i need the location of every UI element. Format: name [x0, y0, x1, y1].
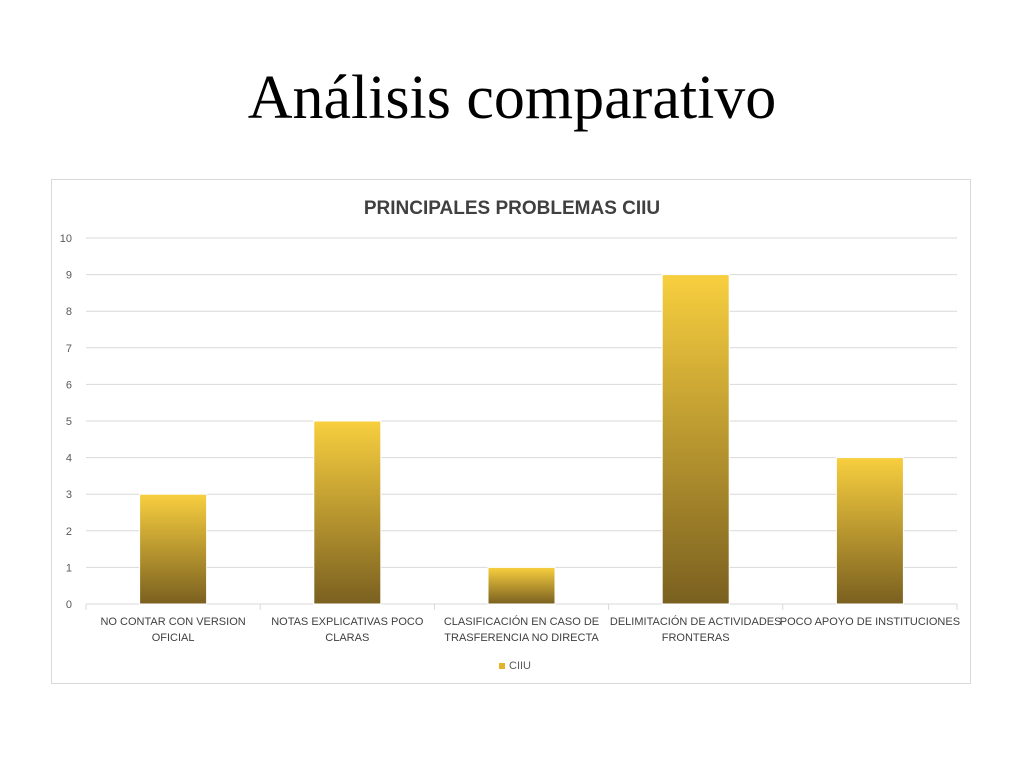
x-category-label: NO CONTAR CON VERSION [100, 616, 245, 628]
bar [835, 457, 904, 605]
x-category-label: NOTAS EXPLICATIVAS POCO [271, 616, 424, 628]
y-tick-label: 8 [66, 306, 72, 318]
bars [139, 274, 904, 605]
x-axis-labels: NO CONTAR CON VERSION OFICIAL NOTAS EXPLIC… [100, 615, 960, 644]
bar [661, 274, 730, 605]
x-category-label: POCO APOYO DE INSTITUCIONES [780, 616, 960, 628]
legend: CIIU [499, 660, 531, 672]
legend-label: CIIU [509, 660, 531, 672]
y-axis-ticks: 0 1 2 3 4 5 6 7 8 9 10 [60, 233, 72, 611]
y-tick-label: 6 [66, 379, 72, 391]
x-category-label: CLASIFICACIÓN EN CASO DE [444, 615, 599, 628]
x-category-label: FRONTERAS [662, 632, 730, 644]
y-tick-label: 0 [66, 599, 72, 611]
slide-title: Análisis comparativo [247, 64, 777, 132]
x-category-label: TRASFERENCIA NO DIRECTA [444, 632, 599, 644]
y-tick-label: 2 [66, 526, 72, 538]
x-category-label: DELIMITACIÓN DE ACTIVIDADES [610, 615, 782, 628]
bar [139, 493, 208, 605]
y-tick-label: 4 [66, 453, 72, 465]
chart-title: PRINCIPALES PROBLEMAS CIIU [364, 198, 660, 219]
x-category-label: OFICIAL [152, 632, 195, 644]
legend-swatch [499, 663, 505, 669]
bar [313, 420, 382, 605]
gridlines [85, 237, 958, 610]
x-category-label: CLARAS [325, 632, 369, 644]
y-tick-label: 3 [66, 489, 72, 501]
y-tick-label: 9 [66, 270, 72, 282]
y-tick-label: 5 [66, 416, 72, 428]
y-tick-label: 10 [60, 233, 72, 245]
y-tick-label: 1 [66, 562, 72, 574]
bar [487, 566, 556, 605]
y-tick-label: 7 [66, 343, 72, 355]
